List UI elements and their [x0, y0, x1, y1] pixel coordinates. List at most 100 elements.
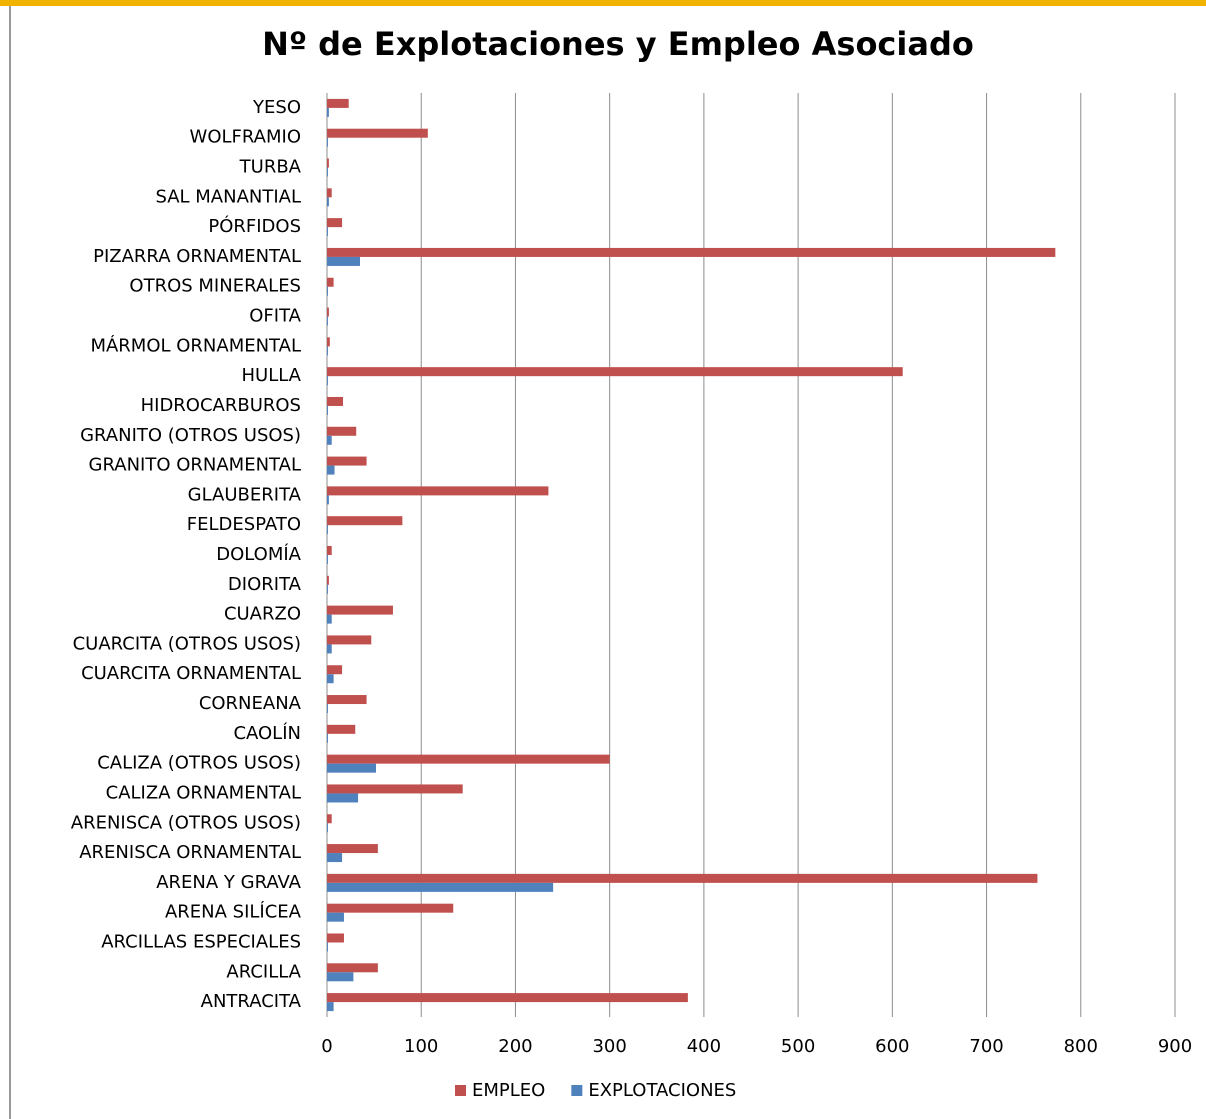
bar: [327, 137, 328, 147]
bar: [327, 346, 328, 356]
y-tick-label: ARENA SILÍCEA: [165, 901, 302, 923]
y-tick-label: FELDESPATO: [187, 514, 301, 535]
bar: [327, 218, 343, 228]
y-tick-label: ARENISCA ORNAMENTAL: [79, 842, 301, 863]
bar: [327, 456, 367, 466]
y-tick-label: TURBA: [239, 157, 302, 178]
x-tick-label: 500: [781, 1036, 815, 1057]
y-tick-label: ARCILLAS ESPECIALES: [101, 931, 301, 952]
bar: [327, 665, 343, 675]
bar: [327, 763, 376, 773]
y-tick-label: ARCILLA: [226, 961, 301, 982]
y-tick-label: CALIZA (OTROS USOS): [97, 753, 301, 774]
bar: [327, 546, 332, 555]
bar: [327, 584, 328, 594]
bar: [327, 465, 335, 475]
bar: [327, 426, 357, 436]
bar: [327, 674, 334, 684]
bar: [327, 516, 403, 526]
bar: [327, 873, 1038, 883]
y-tick-label: WOLFRAMIO: [190, 127, 301, 148]
bar: [327, 844, 378, 854]
bar: [327, 495, 329, 505]
y-tick-label: CUARZO: [224, 604, 301, 625]
y-tick-label: GRANITO (OTROS USOS): [80, 425, 301, 446]
bar: [327, 933, 344, 943]
bar: [327, 912, 344, 922]
bar: [327, 277, 334, 287]
bar: [327, 704, 328, 714]
bar: [327, 754, 610, 764]
x-tick-label: 800: [1064, 1036, 1098, 1057]
y-tick-label: ANTRACITA: [201, 991, 302, 1012]
y-tick-label: MÁRMOL ORNAMENTAL: [90, 334, 301, 356]
x-tick-label: 300: [592, 1036, 626, 1057]
x-tick-label: 0: [321, 1036, 332, 1057]
bar: [327, 98, 349, 108]
bar: [327, 286, 328, 296]
x-tick-label: 100: [404, 1036, 438, 1057]
bar: [327, 793, 359, 803]
bar: [327, 227, 328, 237]
bar: [327, 853, 343, 863]
bar: [327, 307, 329, 317]
bar: [327, 486, 549, 496]
bar: [327, 942, 328, 952]
bar: [327, 247, 1056, 257]
legend-label: EXPLOTACIONES: [588, 1080, 736, 1101]
bar: [327, 337, 330, 347]
y-tick-label: YESO: [252, 97, 301, 118]
bar: [327, 555, 328, 564]
bar: [327, 128, 428, 138]
bar: [327, 635, 372, 645]
chart-title: Nº de Explotaciones y Empleo Asociado: [262, 25, 974, 63]
y-tick-label: HIDROCARBUROS: [141, 395, 301, 416]
legend-label: EMPLEO: [472, 1080, 545, 1101]
y-tick-label: CAOLÍN: [233, 722, 301, 744]
bar: [327, 525, 328, 535]
bar: [327, 405, 328, 415]
top-edge: [0, 0, 1206, 6]
legend-swatch: [571, 1085, 583, 1096]
y-tick-label: ARENISCA (OTROS USOS): [71, 812, 301, 833]
x-tick-label: 700: [969, 1036, 1003, 1057]
bar: [327, 963, 378, 973]
bar: [327, 396, 344, 406]
bar: [327, 814, 332, 824]
bar: [327, 724, 356, 734]
bar: [327, 575, 329, 585]
y-tick-label: CUARCITA (OTROS USOS): [73, 633, 301, 654]
bar: [327, 316, 328, 326]
bar: [327, 367, 903, 377]
bar: [327, 644, 332, 654]
bar: [327, 784, 463, 794]
y-tick-label: SAL MANANTIAL: [155, 186, 301, 207]
bar: [327, 882, 554, 892]
bar: [327, 188, 332, 198]
y-tick-label: ARENA Y GRAVA: [156, 872, 301, 893]
y-tick-label: DIORITA: [228, 574, 302, 595]
y-tick-label: OTROS MINERALES: [129, 276, 301, 297]
bar: [327, 605, 393, 615]
bar: [327, 903, 454, 913]
y-tick-label: OFITA: [249, 306, 301, 327]
bar: [327, 256, 360, 266]
bar: [327, 695, 367, 705]
y-tick-label: GLAUBERITA: [188, 484, 302, 505]
y-tick-label: DOLOMÍA: [216, 543, 301, 565]
y-tick-label: CUARCITA ORNAMENTAL: [81, 663, 301, 684]
bar: [327, 733, 328, 743]
y-tick-label: PÓRFIDOS: [208, 215, 301, 237]
bar: [327, 993, 688, 1003]
legend-swatch: [455, 1085, 466, 1096]
x-tick-label: 600: [875, 1036, 909, 1057]
bar: [327, 823, 328, 833]
bar: [327, 107, 329, 117]
y-tick-label: CORNEANA: [199, 693, 302, 714]
y-tick-label: PIZARRA ORNAMENTAL: [93, 246, 301, 267]
bar: [327, 158, 329, 168]
y-tick-label: HULLA: [242, 365, 302, 386]
bar: [327, 197, 329, 207]
bar: [327, 1002, 334, 1012]
